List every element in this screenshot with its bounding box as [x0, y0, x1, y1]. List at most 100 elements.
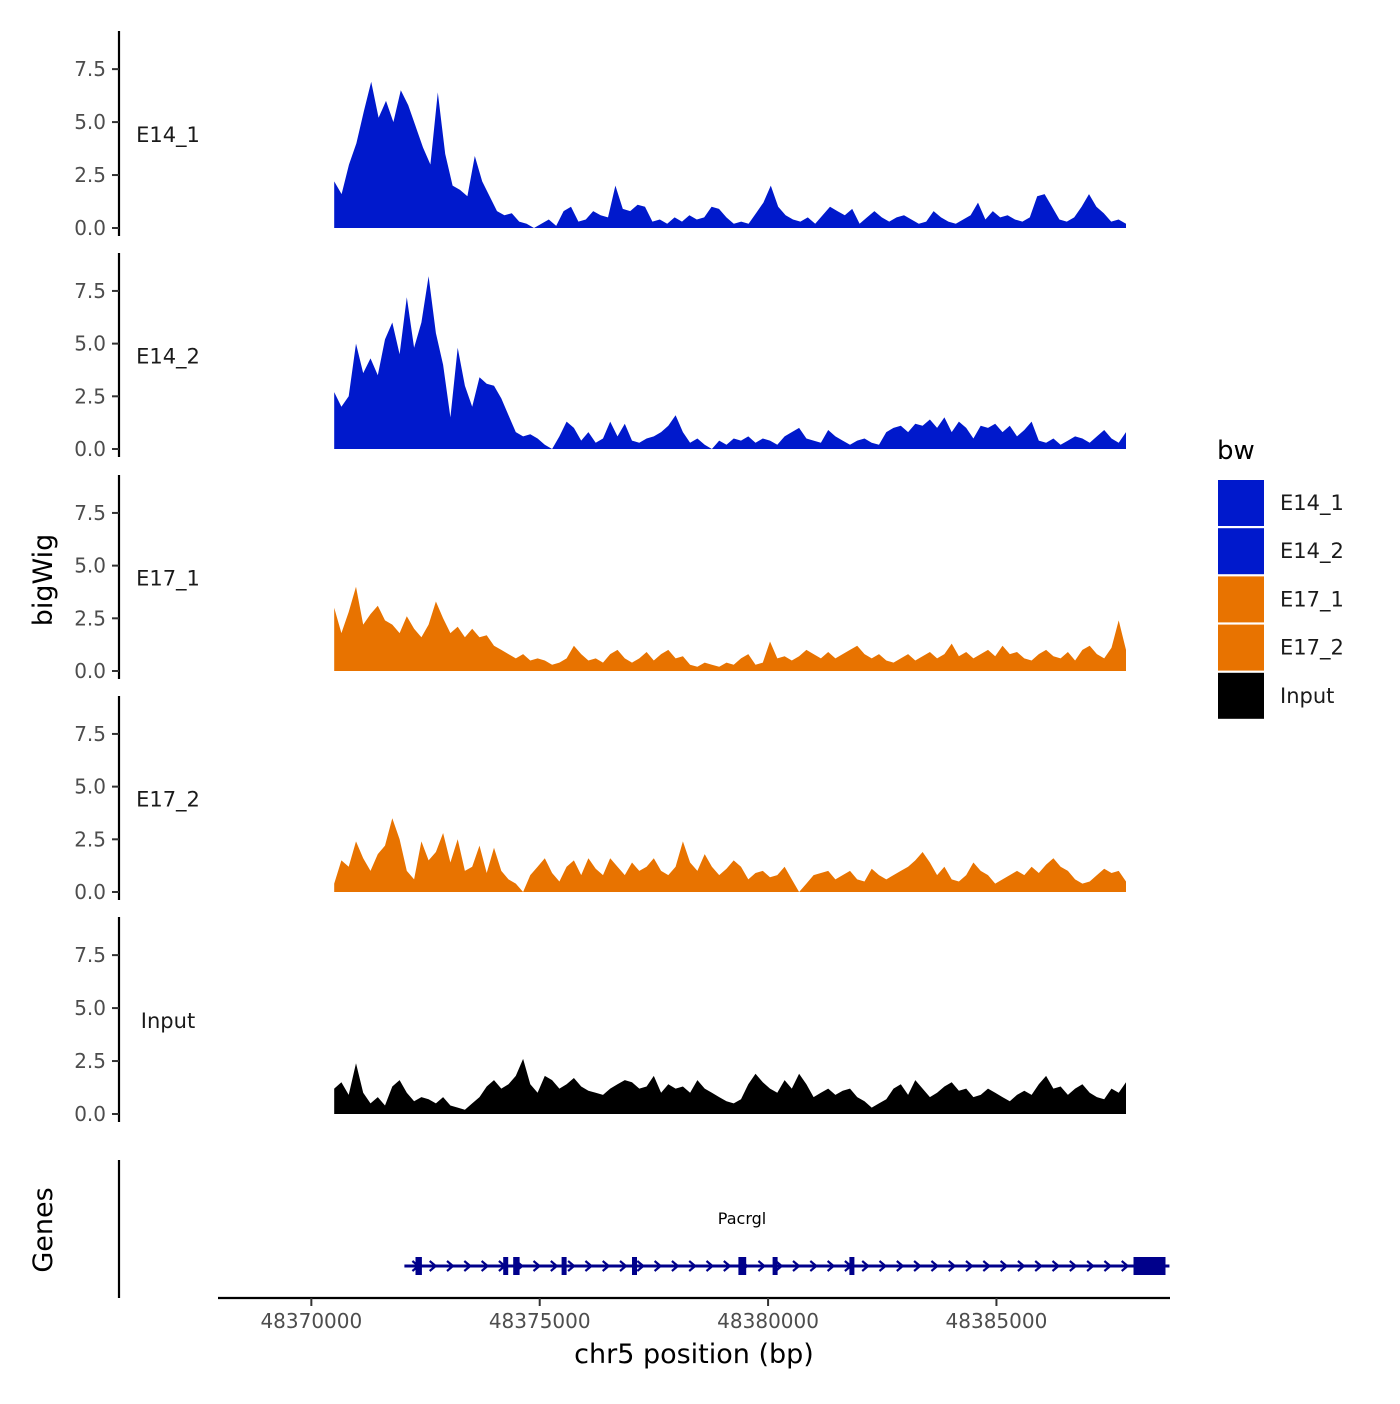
strand-arrow — [878, 1260, 888, 1272]
legend-swatch — [1218, 576, 1264, 623]
strand-arrow — [757, 1260, 767, 1272]
track-e14-1: 0.0 2.5 5.0 7.5 E14_1 — [74, 31, 1126, 240]
legend-item: Input — [1218, 672, 1334, 719]
y-tick-label: 7.5 — [74, 279, 106, 303]
strand-arrow — [480, 1260, 490, 1272]
y-tick-label: 0.0 — [74, 659, 106, 683]
y-tick-label: 5.0 — [74, 996, 106, 1020]
y-tick-label: 0.0 — [74, 1102, 106, 1126]
y-tick-label: 0.0 — [74, 437, 106, 461]
strand-arrow — [446, 1260, 455, 1272]
legend-item: E17_2 — [1218, 624, 1344, 671]
strand-arrow — [636, 1260, 646, 1272]
coverage-area — [334, 818, 1126, 892]
exon — [738, 1257, 747, 1275]
y-tick-label: 5.0 — [74, 775, 106, 799]
exon — [561, 1257, 567, 1275]
strand-arrow — [463, 1260, 473, 1272]
strand-arrow — [705, 1260, 715, 1272]
track-label: E14_1 — [136, 123, 200, 148]
legend-swatch — [1218, 480, 1264, 526]
strand-arrow — [550, 1260, 559, 1272]
y-tick-label: 5.0 — [74, 332, 106, 356]
gene-label: Pacrgl — [718, 1209, 766, 1228]
y-tick-label: 7.5 — [74, 501, 106, 525]
legend-swatch — [1218, 672, 1264, 719]
strand-arrow — [601, 1260, 611, 1272]
track-e14-2: 0.0 2.5 5.0 7.5 E14_2 — [74, 253, 1126, 461]
legend-label: E14_1 — [1280, 491, 1344, 516]
legend-label: E17_1 — [1280, 587, 1344, 612]
exon — [415, 1257, 422, 1275]
strand-arrow — [947, 1260, 957, 1272]
track-label: E17_2 — [136, 787, 200, 812]
strand-arrow — [982, 1260, 992, 1272]
track-input: 0.0 2.5 5.0 7.5 Input — [74, 917, 1126, 1126]
track-e17-1: 0.0 2.5 5.0 7.5 E17_1 — [74, 475, 1126, 683]
x-tick-label: 48375000 — [489, 1309, 591, 1333]
coverage-area — [334, 81, 1126, 228]
gene-track: Genes Pacrgl — [28, 1160, 1170, 1298]
y-tick-label: 7.5 — [74, 57, 106, 81]
track-e17-2: 0.0 2.5 5.0 7.5 E17_2 — [74, 696, 1126, 904]
track-label: Input — [141, 1009, 195, 1033]
x-axis: 48370000 48375000 48380000 48385000 — [218, 1296, 1170, 1333]
legend-label: Input — [1280, 684, 1334, 708]
tracks-layer: 0.0 2.5 5.0 7.5 E14_1 0.0 2.5 5.0 7.5 E14_2 0.0 2.5… — [74, 31, 1126, 1126]
legend-label: E14_2 — [1280, 539, 1344, 564]
x-tick-label: 48380000 — [717, 1309, 819, 1333]
x-tick-label: 48370000 — [260, 1309, 362, 1333]
track-label: E17_1 — [136, 566, 200, 591]
y-tick-label: 2.5 — [74, 827, 106, 851]
exon — [1133, 1257, 1166, 1275]
x-tick-label: 48385000 — [946, 1309, 1048, 1333]
strand-arrow — [1120, 1260, 1130, 1272]
legend: bw E14_1 E14_2 E17_1 E17_2 Input — [1217, 436, 1344, 719]
gene-track-title: Genes — [28, 1187, 59, 1272]
strand-arrow — [1034, 1260, 1043, 1272]
exon — [849, 1257, 855, 1275]
legend-swatch — [1218, 624, 1264, 671]
strand-arrow — [1069, 1260, 1078, 1272]
legend-item: E14_1 — [1218, 480, 1344, 526]
exon — [632, 1257, 637, 1275]
strand-arrow — [723, 1260, 732, 1272]
x-axis-title: chr5 position (bp) — [574, 1339, 814, 1370]
strand-arrow — [1103, 1260, 1113, 1272]
strand-arrow — [619, 1260, 628, 1272]
strand-arrow — [861, 1260, 870, 1272]
strand-arrow — [930, 1260, 940, 1272]
y-tick-label: 0.0 — [74, 880, 106, 904]
y-tick-label: 7.5 — [74, 943, 106, 967]
legend-item: E17_1 — [1218, 576, 1344, 623]
strand-arrow — [671, 1260, 680, 1272]
exon — [513, 1257, 520, 1275]
strand-arrow — [774, 1260, 784, 1272]
strand-arrow — [792, 1260, 801, 1272]
strand-arrow — [567, 1260, 576, 1272]
strand-arrow — [896, 1260, 905, 1272]
y-tick-label: 2.5 — [74, 384, 106, 408]
strand-arrow — [688, 1260, 697, 1272]
coverage-area — [334, 586, 1126, 671]
strand-arrow — [428, 1260, 438, 1272]
exon — [503, 1257, 509, 1275]
coverage-area — [334, 1058, 1126, 1114]
y-tick-label: 5.0 — [74, 110, 106, 134]
track-label: E14_2 — [136, 344, 200, 369]
strand-arrow — [1086, 1260, 1095, 1272]
y-tick-label: 2.5 — [74, 163, 106, 187]
strand-arrow — [532, 1260, 542, 1272]
strand-arrow — [965, 1260, 974, 1272]
legend-item: E14_2 — [1218, 528, 1344, 575]
strand-arrow — [913, 1260, 922, 1272]
strand-arrow — [584, 1260, 594, 1272]
legend-title: bw — [1217, 436, 1255, 466]
y-axis-title: bigWig — [28, 534, 59, 627]
strand-arrow — [999, 1260, 1009, 1272]
strand-arrow — [826, 1260, 836, 1272]
coverage-area — [334, 276, 1126, 449]
strand-arrow — [1051, 1260, 1061, 1272]
